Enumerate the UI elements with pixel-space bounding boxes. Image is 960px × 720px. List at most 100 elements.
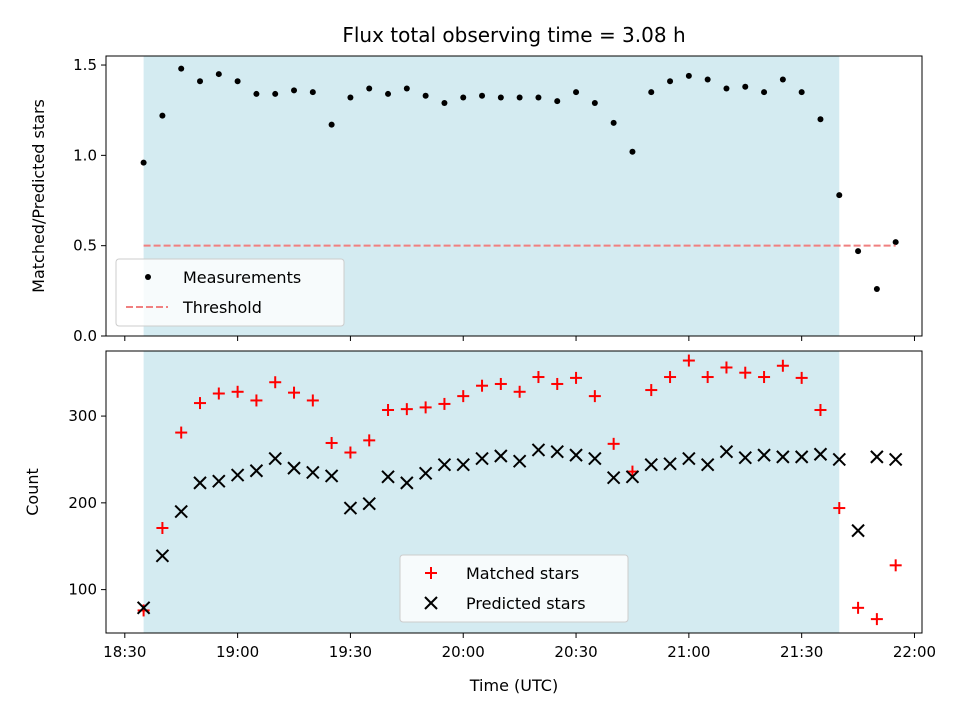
x-tick-label: 20:30 bbox=[554, 643, 597, 661]
measurement-point bbox=[836, 192, 843, 199]
predicted-star-point bbox=[249, 464, 264, 478]
matched-star-point bbox=[175, 426, 188, 439]
measurement-point bbox=[441, 99, 448, 106]
predicted-star-point bbox=[644, 457, 658, 472]
axes-frame bbox=[105, 350, 923, 634]
measurement-point bbox=[347, 94, 354, 101]
predicted-star-point bbox=[832, 452, 846, 467]
predicted-star-point bbox=[306, 465, 320, 480]
predicted-star-point bbox=[456, 457, 470, 472]
matched-star-point bbox=[344, 446, 357, 459]
measurement-point bbox=[685, 72, 692, 79]
matched-star-point bbox=[476, 379, 489, 392]
matched-star-point bbox=[306, 394, 319, 407]
measurement-point bbox=[178, 65, 185, 72]
measurement-point bbox=[535, 94, 542, 101]
predicted-star-point bbox=[531, 443, 546, 457]
predicted-star-point bbox=[418, 466, 433, 481]
predicted-star-point bbox=[663, 457, 677, 471]
predicted-star-point bbox=[437, 457, 452, 472]
top-panel: Flux total observing time = 3.08 h 0.0 0.… bbox=[29, 23, 923, 345]
predicted-star-point bbox=[268, 451, 282, 466]
predicted-star-point bbox=[550, 444, 564, 459]
predicted-star-point bbox=[776, 450, 790, 464]
x-tick-label: 18:30 bbox=[103, 643, 146, 661]
predicted-star-point bbox=[174, 504, 188, 519]
y-tick-label: 100 bbox=[68, 581, 97, 599]
predicted-star-point bbox=[155, 549, 170, 563]
matched-star-point bbox=[870, 613, 883, 626]
y-tick-label: 1.5 bbox=[73, 56, 97, 74]
series-measurements bbox=[140, 65, 899, 293]
y-tick-label: 0.5 bbox=[73, 237, 97, 255]
legend-threshold-label: Threshold bbox=[182, 298, 262, 317]
measurement-point bbox=[140, 159, 147, 166]
measurement-point bbox=[460, 94, 467, 101]
measurement-point bbox=[554, 98, 561, 105]
measurement-point bbox=[573, 89, 580, 96]
predicted-star-point bbox=[588, 451, 602, 466]
matched-star-point bbox=[156, 522, 169, 535]
measurement-point bbox=[253, 90, 260, 97]
measurement-point bbox=[798, 89, 805, 96]
matched-star-point bbox=[852, 601, 865, 614]
legend-predicted-label: Predicted stars bbox=[466, 594, 586, 613]
matched-star-point bbox=[363, 434, 376, 447]
legend-matched-marker bbox=[425, 567, 437, 579]
legend-measurements-marker bbox=[145, 274, 151, 280]
x-tick-label: 19:00 bbox=[216, 643, 259, 661]
measurement-point bbox=[385, 90, 392, 97]
matched-star-point bbox=[382, 404, 395, 417]
bottom-y-axis-label: Count bbox=[23, 468, 42, 516]
predicted-star-point bbox=[794, 450, 809, 464]
matched-star-point bbox=[682, 354, 695, 367]
measurement-point bbox=[328, 121, 335, 128]
predicted-star-point bbox=[343, 501, 358, 515]
measurement-point bbox=[761, 89, 768, 96]
x-axis-label: Time (UTC) bbox=[469, 676, 558, 695]
predicted-star-point bbox=[700, 457, 715, 472]
matched-star-point bbox=[269, 376, 282, 389]
measurement-point bbox=[779, 76, 786, 83]
predicted-star-point bbox=[230, 468, 245, 482]
legend-measurements-label: Measurements bbox=[183, 268, 301, 287]
predicted-star-point bbox=[682, 451, 696, 466]
bottom-panel: 100 200 300 18:30 19:00 19:30 20:00 20:30 21:00 2… bbox=[23, 350, 936, 695]
predicted-star-point bbox=[625, 470, 640, 484]
matched-star-point bbox=[833, 502, 846, 515]
predicted-star-point bbox=[324, 469, 339, 483]
matched-star-point bbox=[776, 359, 789, 372]
measurement-point bbox=[291, 87, 298, 94]
predicted-star-point bbox=[287, 461, 301, 475]
measurement-point bbox=[366, 85, 373, 92]
measurement-point bbox=[309, 89, 316, 96]
matched-star-point bbox=[795, 371, 808, 384]
predicted-star-point bbox=[362, 497, 376, 511]
measurement-point bbox=[892, 239, 899, 246]
matched-star-point bbox=[607, 437, 620, 450]
predicted-star-point bbox=[888, 452, 903, 467]
predicted-star-point bbox=[851, 523, 865, 538]
matched-star-point bbox=[457, 390, 470, 403]
predicted-star-point bbox=[475, 451, 489, 466]
x-tick-label: 21:00 bbox=[667, 643, 710, 661]
x-tick-label: 19:30 bbox=[329, 643, 372, 661]
predicted-star-point bbox=[606, 470, 621, 485]
predicted-star-point bbox=[212, 474, 226, 488]
measurement-point bbox=[516, 94, 523, 101]
measurement-point bbox=[591, 99, 598, 106]
measurement-point bbox=[629, 148, 636, 155]
measurement-point bbox=[403, 85, 410, 92]
predicted-star-point bbox=[870, 450, 884, 464]
matched-star-point bbox=[438, 397, 451, 410]
predicted-star-point bbox=[512, 454, 527, 468]
measurement-point bbox=[873, 286, 880, 293]
matched-star-point bbox=[231, 385, 244, 398]
measurement-point bbox=[704, 76, 711, 83]
measurement-point bbox=[272, 90, 279, 97]
predicted-star-point bbox=[136, 601, 151, 615]
matched-star-point bbox=[419, 401, 432, 414]
matched-star-point bbox=[513, 385, 526, 398]
predicted-star-point bbox=[494, 449, 508, 463]
predicted-star-point bbox=[738, 451, 752, 465]
